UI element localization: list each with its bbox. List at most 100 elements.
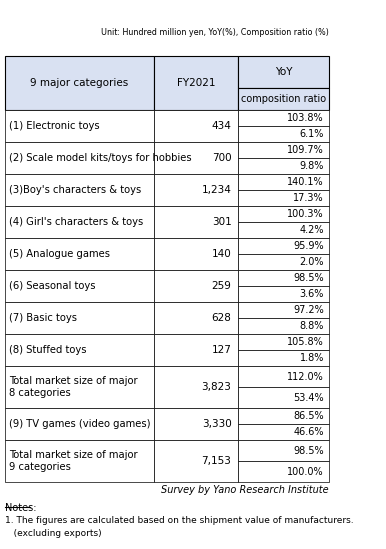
Text: 100.0%: 100.0% bbox=[287, 467, 324, 477]
Text: (1) Electronic toys: (1) Electronic toys bbox=[8, 121, 99, 131]
Text: 46.6%: 46.6% bbox=[293, 427, 324, 437]
Text: (5) Analogue games: (5) Analogue games bbox=[8, 249, 110, 259]
Text: 100.3%: 100.3% bbox=[287, 209, 324, 219]
Bar bbox=[154, 408, 238, 440]
Text: 98.5%: 98.5% bbox=[293, 446, 324, 456]
Bar bbox=[238, 366, 329, 387]
Text: 127: 127 bbox=[212, 345, 232, 355]
Bar bbox=[5, 408, 154, 440]
Bar bbox=[238, 206, 329, 222]
Bar bbox=[238, 174, 329, 190]
Text: 1. The figures are calculated based on the shipment value of manufacturers.: 1. The figures are calculated based on t… bbox=[5, 516, 353, 525]
Text: 8.8%: 8.8% bbox=[300, 321, 324, 331]
Bar bbox=[238, 222, 329, 238]
Text: 1,234: 1,234 bbox=[201, 185, 232, 195]
Bar bbox=[154, 56, 238, 110]
Text: (3)Boy's characters & toys: (3)Boy's characters & toys bbox=[8, 185, 141, 195]
Bar bbox=[238, 408, 329, 424]
Bar bbox=[238, 126, 329, 142]
Text: Notes:: Notes: bbox=[5, 503, 36, 513]
Text: 7,153: 7,153 bbox=[201, 456, 232, 466]
Text: 86.5%: 86.5% bbox=[293, 411, 324, 421]
Bar bbox=[154, 238, 238, 270]
Bar bbox=[238, 142, 329, 158]
Text: 259: 259 bbox=[212, 281, 232, 291]
Bar bbox=[238, 254, 329, 270]
Bar bbox=[5, 270, 154, 302]
Bar bbox=[5, 142, 154, 174]
Text: Total market size of major
9 categories: Total market size of major 9 categories bbox=[8, 450, 137, 472]
Text: 112.0%: 112.0% bbox=[287, 372, 324, 382]
Bar bbox=[5, 366, 154, 408]
Text: 6.1%: 6.1% bbox=[300, 129, 324, 139]
Bar bbox=[238, 440, 329, 461]
Bar bbox=[154, 334, 238, 366]
Text: (6) Seasonal toys: (6) Seasonal toys bbox=[8, 281, 95, 291]
Text: 109.7%: 109.7% bbox=[287, 145, 324, 155]
Text: 434: 434 bbox=[212, 121, 232, 131]
Bar bbox=[5, 238, 154, 270]
Bar bbox=[238, 238, 329, 254]
Text: (7) Basic toys: (7) Basic toys bbox=[8, 313, 77, 323]
Bar bbox=[154, 366, 238, 408]
Bar bbox=[154, 440, 238, 482]
Bar bbox=[238, 158, 329, 174]
Text: Survey by Yano Research Institute: Survey by Yano Research Institute bbox=[161, 485, 329, 495]
Text: 105.8%: 105.8% bbox=[287, 337, 324, 347]
Bar bbox=[154, 270, 238, 302]
Bar bbox=[154, 142, 238, 174]
Text: 140: 140 bbox=[212, 249, 232, 259]
Bar bbox=[154, 174, 238, 206]
Bar bbox=[154, 302, 238, 334]
Bar bbox=[238, 387, 329, 408]
Text: 3,330: 3,330 bbox=[202, 419, 232, 429]
Bar bbox=[238, 461, 329, 482]
Bar bbox=[5, 440, 154, 482]
Text: (2) Scale model kits/toys for hobbies: (2) Scale model kits/toys for hobbies bbox=[8, 153, 191, 163]
Bar bbox=[238, 302, 329, 318]
Text: FY2021: FY2021 bbox=[177, 78, 215, 88]
Text: 3.6%: 3.6% bbox=[300, 289, 324, 299]
Text: 2.0%: 2.0% bbox=[300, 257, 324, 267]
Text: (4) Girl's characters & toys: (4) Girl's characters & toys bbox=[8, 217, 143, 227]
Text: (8) Stuffed toys: (8) Stuffed toys bbox=[8, 345, 86, 355]
Text: 9 major categories: 9 major categories bbox=[30, 78, 129, 88]
Bar bbox=[238, 334, 329, 350]
Text: 140.1%: 140.1% bbox=[287, 177, 324, 187]
Text: 95.9%: 95.9% bbox=[293, 241, 324, 251]
Bar bbox=[5, 56, 154, 110]
Bar bbox=[238, 190, 329, 206]
Text: (9) TV games (video games): (9) TV games (video games) bbox=[8, 419, 150, 429]
Bar bbox=[238, 286, 329, 302]
Text: 103.8%: 103.8% bbox=[287, 113, 324, 123]
Text: 98.5%: 98.5% bbox=[293, 273, 324, 283]
Text: 700: 700 bbox=[212, 153, 232, 163]
Bar bbox=[238, 56, 329, 88]
Bar bbox=[238, 270, 329, 286]
Bar bbox=[238, 350, 329, 366]
Text: 97.2%: 97.2% bbox=[293, 305, 324, 315]
Bar bbox=[5, 302, 154, 334]
Text: 9.8%: 9.8% bbox=[300, 161, 324, 171]
Text: 628: 628 bbox=[212, 313, 232, 323]
Text: 3,823: 3,823 bbox=[201, 382, 232, 392]
Text: 301: 301 bbox=[212, 217, 232, 227]
Text: Unit: Hundred million yen, YoY(%), Composition ratio (%): Unit: Hundred million yen, YoY(%), Compo… bbox=[101, 28, 329, 37]
Bar bbox=[5, 174, 154, 206]
Bar bbox=[154, 206, 238, 238]
Text: 1.8%: 1.8% bbox=[300, 353, 324, 363]
Bar bbox=[238, 424, 329, 440]
Text: composition ratio: composition ratio bbox=[241, 94, 326, 104]
Bar bbox=[5, 206, 154, 238]
Bar bbox=[5, 334, 154, 366]
Text: (excluding exports): (excluding exports) bbox=[5, 529, 101, 538]
Text: Total market size of major
8 categories: Total market size of major 8 categories bbox=[8, 377, 137, 398]
Bar bbox=[238, 110, 329, 126]
Text: 17.3%: 17.3% bbox=[293, 193, 324, 203]
Text: YoY: YoY bbox=[275, 67, 292, 77]
Bar bbox=[154, 110, 238, 142]
Bar bbox=[238, 88, 329, 110]
Bar bbox=[238, 318, 329, 334]
Bar bbox=[5, 110, 154, 142]
Text: 53.4%: 53.4% bbox=[293, 393, 324, 402]
